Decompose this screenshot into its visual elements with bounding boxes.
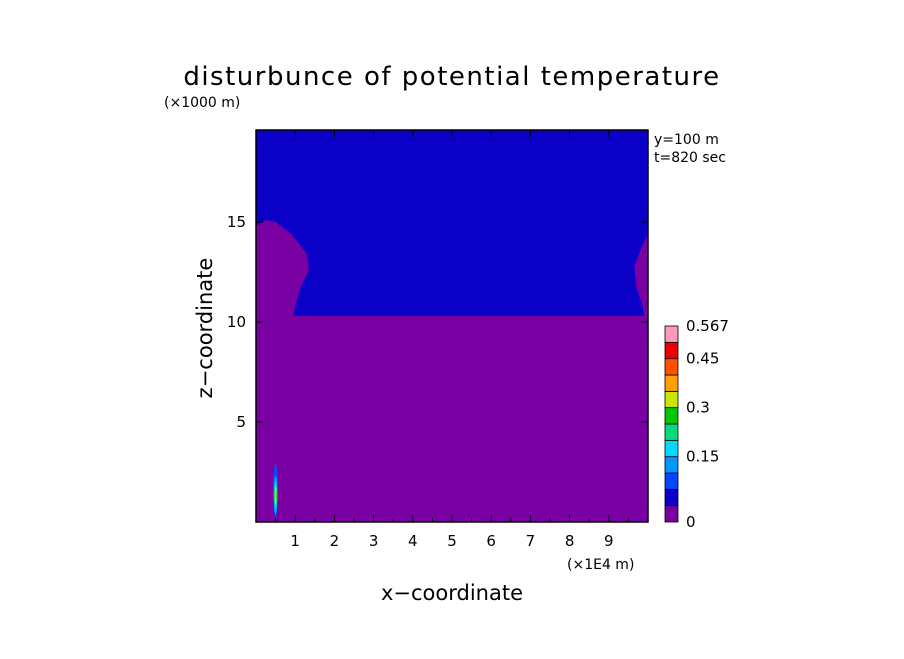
colorbar-swatch-4 xyxy=(664,439,679,458)
x-tick-label-0: 1 xyxy=(290,532,300,550)
plot-area: 1 2 3 4 5 6 7 8 9 5 10 15 xyxy=(227,129,649,550)
x-tick-label-3: 4 xyxy=(408,532,418,550)
x-tick-label-5: 6 xyxy=(486,532,496,550)
colorbar-swatch-9 xyxy=(664,358,679,376)
colorbar-swatch-11 xyxy=(664,325,679,343)
colorbar-swatch-2 xyxy=(664,472,679,490)
colorbar-label-3: 0.45 xyxy=(686,350,719,368)
colorbar-swatch-1 xyxy=(664,488,679,507)
colorbar-label-4: 0.567 xyxy=(686,317,729,335)
colorbar-label-0: 0 xyxy=(686,513,696,531)
region-1 xyxy=(256,316,648,522)
y-axis-title: z−coordinate xyxy=(193,258,217,399)
x-tick-label-7: 8 xyxy=(565,532,575,550)
chart-title: disturbunce of potential temperature xyxy=(183,62,720,92)
y-tick-label-1: 10 xyxy=(227,313,246,331)
hotspot-contour-4 xyxy=(275,490,277,500)
x-tick-label-8: 9 xyxy=(604,532,614,550)
colorbar-label-1: 0.15 xyxy=(686,448,719,466)
colorbar-swatch-10 xyxy=(664,341,679,360)
x-axis-title: x−coordinate xyxy=(381,581,523,605)
colorbar-swatch-6 xyxy=(664,407,679,425)
colorbar-swatch-3 xyxy=(664,456,679,474)
y-unit-label: (×1000 m) xyxy=(164,95,240,111)
colorbar-label-2: 0.3 xyxy=(686,399,710,417)
annotation-time: t=820 sec xyxy=(654,150,726,166)
colorbar: 0 0.15 0.3 0.45 0.567 xyxy=(664,317,729,531)
colorbar-swatch-7 xyxy=(664,390,679,409)
x-tick-label-6: 7 xyxy=(526,532,536,550)
x-tick-label-4: 5 xyxy=(447,532,457,550)
x-tick-label-2: 3 xyxy=(369,532,379,550)
x-unit-label: (×1E4 m) xyxy=(567,557,634,573)
region-2 xyxy=(256,220,309,316)
colorbar-swatch-8 xyxy=(664,374,679,392)
region-0 xyxy=(256,130,648,316)
x-tick-label-1: 2 xyxy=(330,532,340,550)
y-tick-label-2: 15 xyxy=(227,213,246,231)
region-3 xyxy=(634,234,648,316)
colorbar-swatch-0 xyxy=(664,505,679,523)
y-tick-label-0: 5 xyxy=(236,413,246,431)
annotation-y: y=100 m xyxy=(654,132,719,148)
colorbar-swatch-5 xyxy=(664,423,679,441)
